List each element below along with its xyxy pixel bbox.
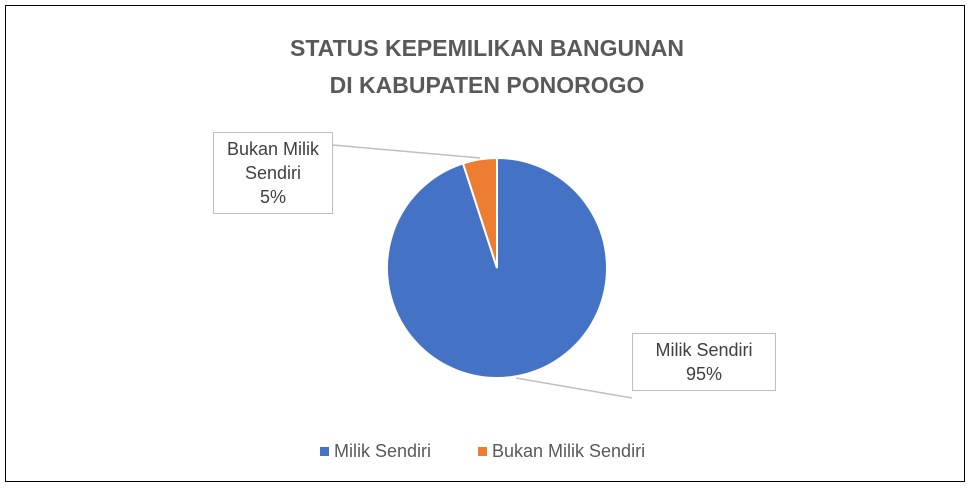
data-label-category: Bukan Milik Sendiri xyxy=(226,139,320,183)
chart-title: STATUS KEPEMILIKAN BANGUNAN xyxy=(290,35,684,61)
leader-line xyxy=(515,377,633,399)
data-label-category: Milik Sendiri xyxy=(655,340,753,360)
leader-line xyxy=(332,144,481,159)
data-label-value: 5% xyxy=(259,187,286,207)
data-label: Bukan Milik Sendiri 5% xyxy=(213,132,333,214)
data-label: Milik Sendiri 95% xyxy=(632,333,776,391)
legend-label: Milik Sendiri xyxy=(334,441,431,461)
pie-slice xyxy=(461,156,498,269)
legend-label: Bukan Milik Sendiri xyxy=(492,441,645,461)
data-label-value: 95% xyxy=(685,364,723,384)
legend-swatch xyxy=(478,447,487,456)
legend-swatch xyxy=(320,447,329,456)
chart-title: DI KABUPATEN PONOROGO xyxy=(330,72,645,98)
